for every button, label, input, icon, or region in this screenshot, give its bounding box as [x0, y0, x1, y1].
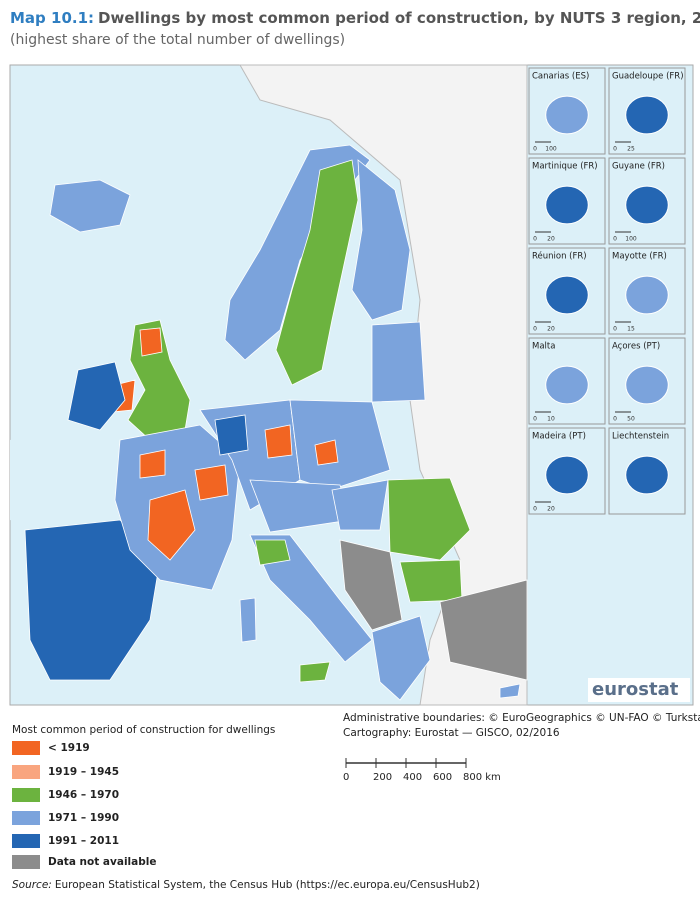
legend-label: 1971 – 1990	[48, 812, 119, 824]
legend-label: 1991 – 2011	[48, 835, 119, 847]
finland	[351, 159, 411, 321]
ireland	[67, 361, 126, 431]
inset-scale-label: 15	[627, 326, 635, 333]
source: Source: European Statistical System, the …	[12, 879, 480, 891]
inset-scale-label: 0	[613, 416, 617, 423]
legend-label: 1919 – 1945	[48, 766, 119, 778]
legend-swatch	[12, 811, 40, 825]
sea	[10, 420, 120, 530]
inset-scale-label: 100	[625, 236, 637, 243]
inset-label: Guadeloupe (FR)	[612, 72, 684, 82]
inset-scale-label: 0	[533, 506, 537, 513]
inset-label: Canarias (ES)	[532, 72, 589, 82]
inset-land	[545, 185, 589, 225]
poland	[289, 399, 391, 491]
inset-scale-label: 0	[613, 236, 617, 243]
inset-land	[625, 455, 669, 495]
scale-label: 400	[403, 772, 422, 783]
bulgaria	[399, 559, 463, 603]
baltics	[371, 321, 426, 403]
inset-scale-label: 0	[533, 146, 537, 153]
scale-label: 800 km	[463, 772, 501, 783]
benelux-patch	[214, 414, 249, 456]
legend-label: < 1919	[48, 742, 90, 754]
subtitle: (highest share of the total number of dw…	[10, 32, 345, 48]
title-prefix: Map 10.1:	[10, 9, 94, 27]
legend-swatch	[12, 834, 40, 848]
western-balkans	[339, 539, 403, 631]
credit: Administrative boundaries: © EuroGeograp…	[343, 712, 700, 724]
inset-land	[545, 275, 589, 315]
italy-patch	[254, 539, 291, 566]
inset-scale-label: 0	[533, 416, 537, 423]
inset-land	[625, 275, 669, 315]
inset-scale-label: 0	[613, 146, 617, 153]
france-patch	[147, 489, 196, 561]
inset-land	[625, 95, 669, 135]
legend-swatch	[12, 765, 40, 779]
iceland	[49, 179, 131, 233]
inset-label: Réunion (FR)	[532, 251, 587, 262]
scale-label: 0	[343, 772, 349, 783]
germany-patch	[264, 424, 293, 459]
inset-land	[625, 365, 669, 405]
source-text: European Statistical System, the Census …	[55, 879, 480, 891]
title: Map 10.1: Dwellings by most common period…	[10, 9, 700, 27]
inset-scale-label: 0	[533, 326, 537, 333]
logo-box	[588, 678, 690, 702]
inset-land	[625, 185, 669, 225]
inset-scale-label: 20	[547, 506, 555, 513]
turkey	[439, 579, 528, 681]
inset-scale-label: 20	[547, 236, 555, 243]
inset-label: Martinique (FR)	[532, 162, 598, 172]
inset-label: Guyane (FR)	[612, 162, 665, 172]
inset-scale-label: 100	[545, 146, 557, 153]
italy	[249, 534, 373, 663]
inset-scale-label: 20	[547, 326, 555, 333]
inset-scale-label: 25	[627, 146, 635, 153]
legend-label: Data not available	[48, 856, 156, 868]
scale-label: 600	[433, 772, 452, 783]
inset-scale-label: 0	[613, 326, 617, 333]
inset-scale-label: 10	[547, 416, 555, 423]
scotland-patch	[139, 327, 163, 357]
inset-land	[545, 365, 589, 405]
inset-scale-label: 50	[627, 416, 635, 423]
legend: < 1919 1919 – 1945 1946 – 1970 1971 – 1990 1…	[12, 741, 156, 869]
poland-patch	[314, 439, 339, 466]
legend-swatch	[12, 741, 40, 755]
scale-bar: 0 200 400 600 800 km	[343, 758, 501, 783]
inset-land	[545, 455, 589, 495]
inset-label: Liechtenstein	[612, 432, 669, 442]
main-map	[10, 64, 528, 706]
cyprus	[499, 683, 521, 699]
inset-land	[545, 95, 589, 135]
romania	[387, 477, 471, 561]
france-patch	[139, 449, 166, 479]
inset-label: Malta	[532, 342, 555, 352]
scale-label: 200	[373, 772, 392, 783]
legend-title: Most common period of construction for d…	[12, 724, 275, 736]
inset-label: Açores (PT)	[612, 342, 660, 352]
greece	[371, 615, 431, 701]
legend-swatch	[12, 855, 40, 869]
sweden	[275, 159, 359, 386]
inset-label: Madeira (PT)	[532, 432, 586, 442]
legend-swatch	[12, 788, 40, 802]
source-label: Source:	[12, 879, 52, 891]
legend-label: 1946 – 1970	[48, 789, 119, 801]
sardinia	[239, 597, 257, 643]
title-text: Dwellings by most common period of const…	[98, 9, 700, 27]
inset-label: Mayotte (FR)	[612, 252, 667, 262]
sicily	[299, 661, 331, 683]
inset-scale-label: 0	[533, 236, 537, 243]
logo: eurostat	[592, 679, 679, 700]
credit: Cartography: Eurostat — GISCO, 02/2016	[343, 727, 560, 739]
hungary-slovakia	[331, 479, 389, 531]
france-patch	[194, 464, 229, 501]
